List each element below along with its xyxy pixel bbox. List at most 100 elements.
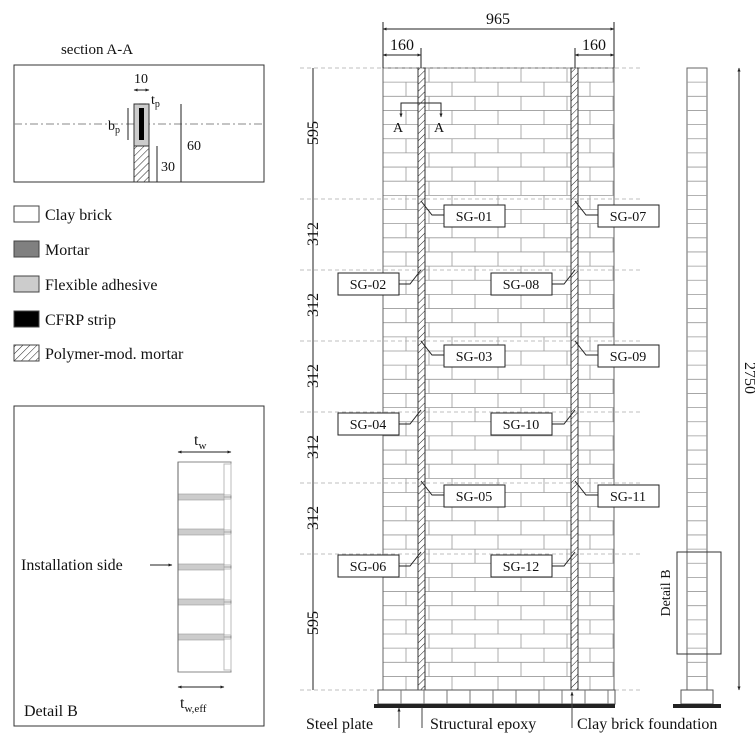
height-dim-7: 595	[305, 611, 322, 635]
svg-text:SG-03: SG-03	[456, 350, 493, 365]
section-a-title: section A-A	[61, 42, 133, 58]
detail-b-brick	[177, 496, 232, 533]
gauge-sg-02: SG-02	[337, 269, 422, 296]
side-foundation	[680, 689, 714, 705]
svg-text:SG-01: SG-01	[456, 210, 493, 225]
detail-b-brick-face	[223, 498, 232, 531]
height-dim-1: 595	[305, 121, 322, 145]
wall-elevation	[300, 67, 640, 708]
gauge-sg-12: SG-12	[490, 551, 576, 578]
svg-text:SG-05: SG-05	[456, 490, 493, 505]
height-dim-2: 312	[305, 222, 322, 246]
side-brick-column	[686, 67, 708, 691]
section-a-dim-bp: bp	[108, 119, 120, 136]
detail-b-panel: tw tw,eff Installation side Detail B	[13, 405, 265, 727]
detail-b-brick	[177, 566, 232, 603]
right-cfrp-strip	[570, 67, 579, 691]
legend-swatch-clay-brick	[13, 205, 40, 223]
detail-b-brick	[177, 461, 232, 498]
section-a-dim-tp: tp	[151, 93, 160, 110]
section-a-a: section A-A 10 tp bp 60 30	[13, 42, 265, 183]
height-dim-5: 312	[305, 435, 322, 459]
svg-text:SG-08: SG-08	[503, 278, 540, 293]
detail-b-brick-face	[223, 533, 232, 566]
legend-label-flexible-adhesive: Flexible adhesive	[45, 277, 157, 294]
dim-160-right: 160	[582, 37, 606, 54]
gauge-sg-04: SG-04	[337, 409, 422, 436]
section-marker-right: A	[434, 121, 445, 136]
svg-text:SG-04: SG-04	[350, 418, 387, 433]
legend-swatch-polymer-mortar	[13, 344, 40, 362]
detail-b-brick	[177, 531, 232, 568]
legend-label-mortar: Mortar	[45, 242, 90, 259]
detail-b-mortar-joint	[177, 563, 225, 571]
section-marker-line	[399, 102, 443, 118]
gauge-sg-07: SG-07	[574, 200, 660, 228]
legend-swatch-flexible-adhesive	[13, 275, 40, 293]
side-elevation: Detail B 2750	[659, 67, 755, 708]
height-dim-4: 312	[305, 364, 322, 388]
svg-text:SG-02: SG-02	[350, 278, 387, 293]
dim-965: 965	[486, 11, 510, 28]
section-markers: A A	[393, 102, 445, 136]
gauge-sg-06: SG-06	[337, 551, 422, 578]
svg-text:SG-09: SG-09	[610, 350, 647, 365]
detail-b-brick-face	[223, 603, 232, 636]
detail-b-mortar-joint	[177, 493, 225, 501]
strain-gauges: SG-01 SG-07 SG-02 SG-08 SG-03 SG-09 SG-0…	[337, 200, 660, 578]
legend-label-polymer-mortar: Polymer-mod. mortar	[45, 346, 184, 363]
gauge-sg-08: SG-08	[490, 269, 576, 296]
svg-text:SG-07: SG-07	[610, 210, 647, 225]
side-steel-plate	[673, 704, 721, 708]
height-dim-6: 312	[305, 506, 322, 530]
wall-height-dims: 595 312 312 312 312 312 595	[305, 68, 322, 690]
detail-b-installation-label: Installation side	[21, 557, 123, 574]
detail-b-brick-face	[223, 638, 232, 671]
label-steel-plate: Steel plate	[306, 716, 373, 733]
detail-b-mortar-joint	[177, 598, 225, 606]
svg-text:SG-12: SG-12	[503, 560, 540, 575]
gauge-sg-03: SG-03	[420, 340, 506, 368]
section-a-dim-30: 30	[161, 160, 175, 175]
height-total: 2750	[741, 362, 755, 394]
detail-b-callout-box	[676, 551, 722, 655]
height-guide-lines	[300, 67, 640, 691]
wall-width-dims: 965 160 160	[382, 11, 615, 68]
steel-plate	[374, 704, 615, 708]
section-a-polymer-mortar	[133, 145, 150, 183]
wall-foundation	[374, 689, 616, 708]
section-a-dim-60: 60	[187, 139, 201, 154]
detail-b-callout-label: Detail B	[659, 569, 674, 616]
bottom-labels: Steel plate Structural epoxy Clay brick …	[306, 691, 717, 733]
legend-swatch-cfrp-strip	[13, 310, 40, 328]
section-marker-left: A	[393, 121, 404, 136]
legend: Clay brick Mortar Flexible adhesive CFRP…	[13, 205, 184, 363]
legend-label-cfrp-strip: CFRP strip	[45, 312, 116, 329]
label-clay-brick-foundation: Clay brick foundation	[577, 716, 717, 733]
svg-text:SG-11: SG-11	[610, 490, 646, 505]
detail-b-tweff: tw,eff	[180, 695, 207, 715]
detail-b-mortar-joint	[177, 528, 225, 536]
detail-b-caption: Detail B	[24, 703, 78, 720]
label-structural-epoxy: Structural epoxy	[430, 716, 536, 733]
detail-b-brick	[177, 636, 232, 673]
gauge-sg-05: SG-05	[420, 480, 506, 508]
svg-text:SG-06: SG-06	[350, 560, 387, 575]
left-cfrp-strip	[417, 67, 426, 691]
section-a-dim-10: 10	[134, 72, 148, 87]
gauge-sg-10: SG-10	[490, 409, 576, 436]
height-dim-3: 312	[305, 293, 322, 317]
gauge-sg-09: SG-09	[574, 340, 660, 368]
legend-label-clay-brick: Clay brick	[45, 207, 112, 224]
detail-b-brick-stack	[177, 461, 232, 673]
gauge-sg-11: SG-11	[574, 480, 660, 508]
legend-swatch-mortar	[13, 240, 40, 258]
detail-b-tw: tw	[194, 432, 206, 452]
detail-b-mortar-joint	[177, 633, 225, 641]
detail-b-brick-face	[223, 463, 232, 496]
foundation-course	[377, 689, 616, 705]
detail-b-brick	[177, 601, 232, 638]
foundation-brick-row	[377, 689, 616, 705]
dim-160-left: 160	[390, 37, 414, 54]
